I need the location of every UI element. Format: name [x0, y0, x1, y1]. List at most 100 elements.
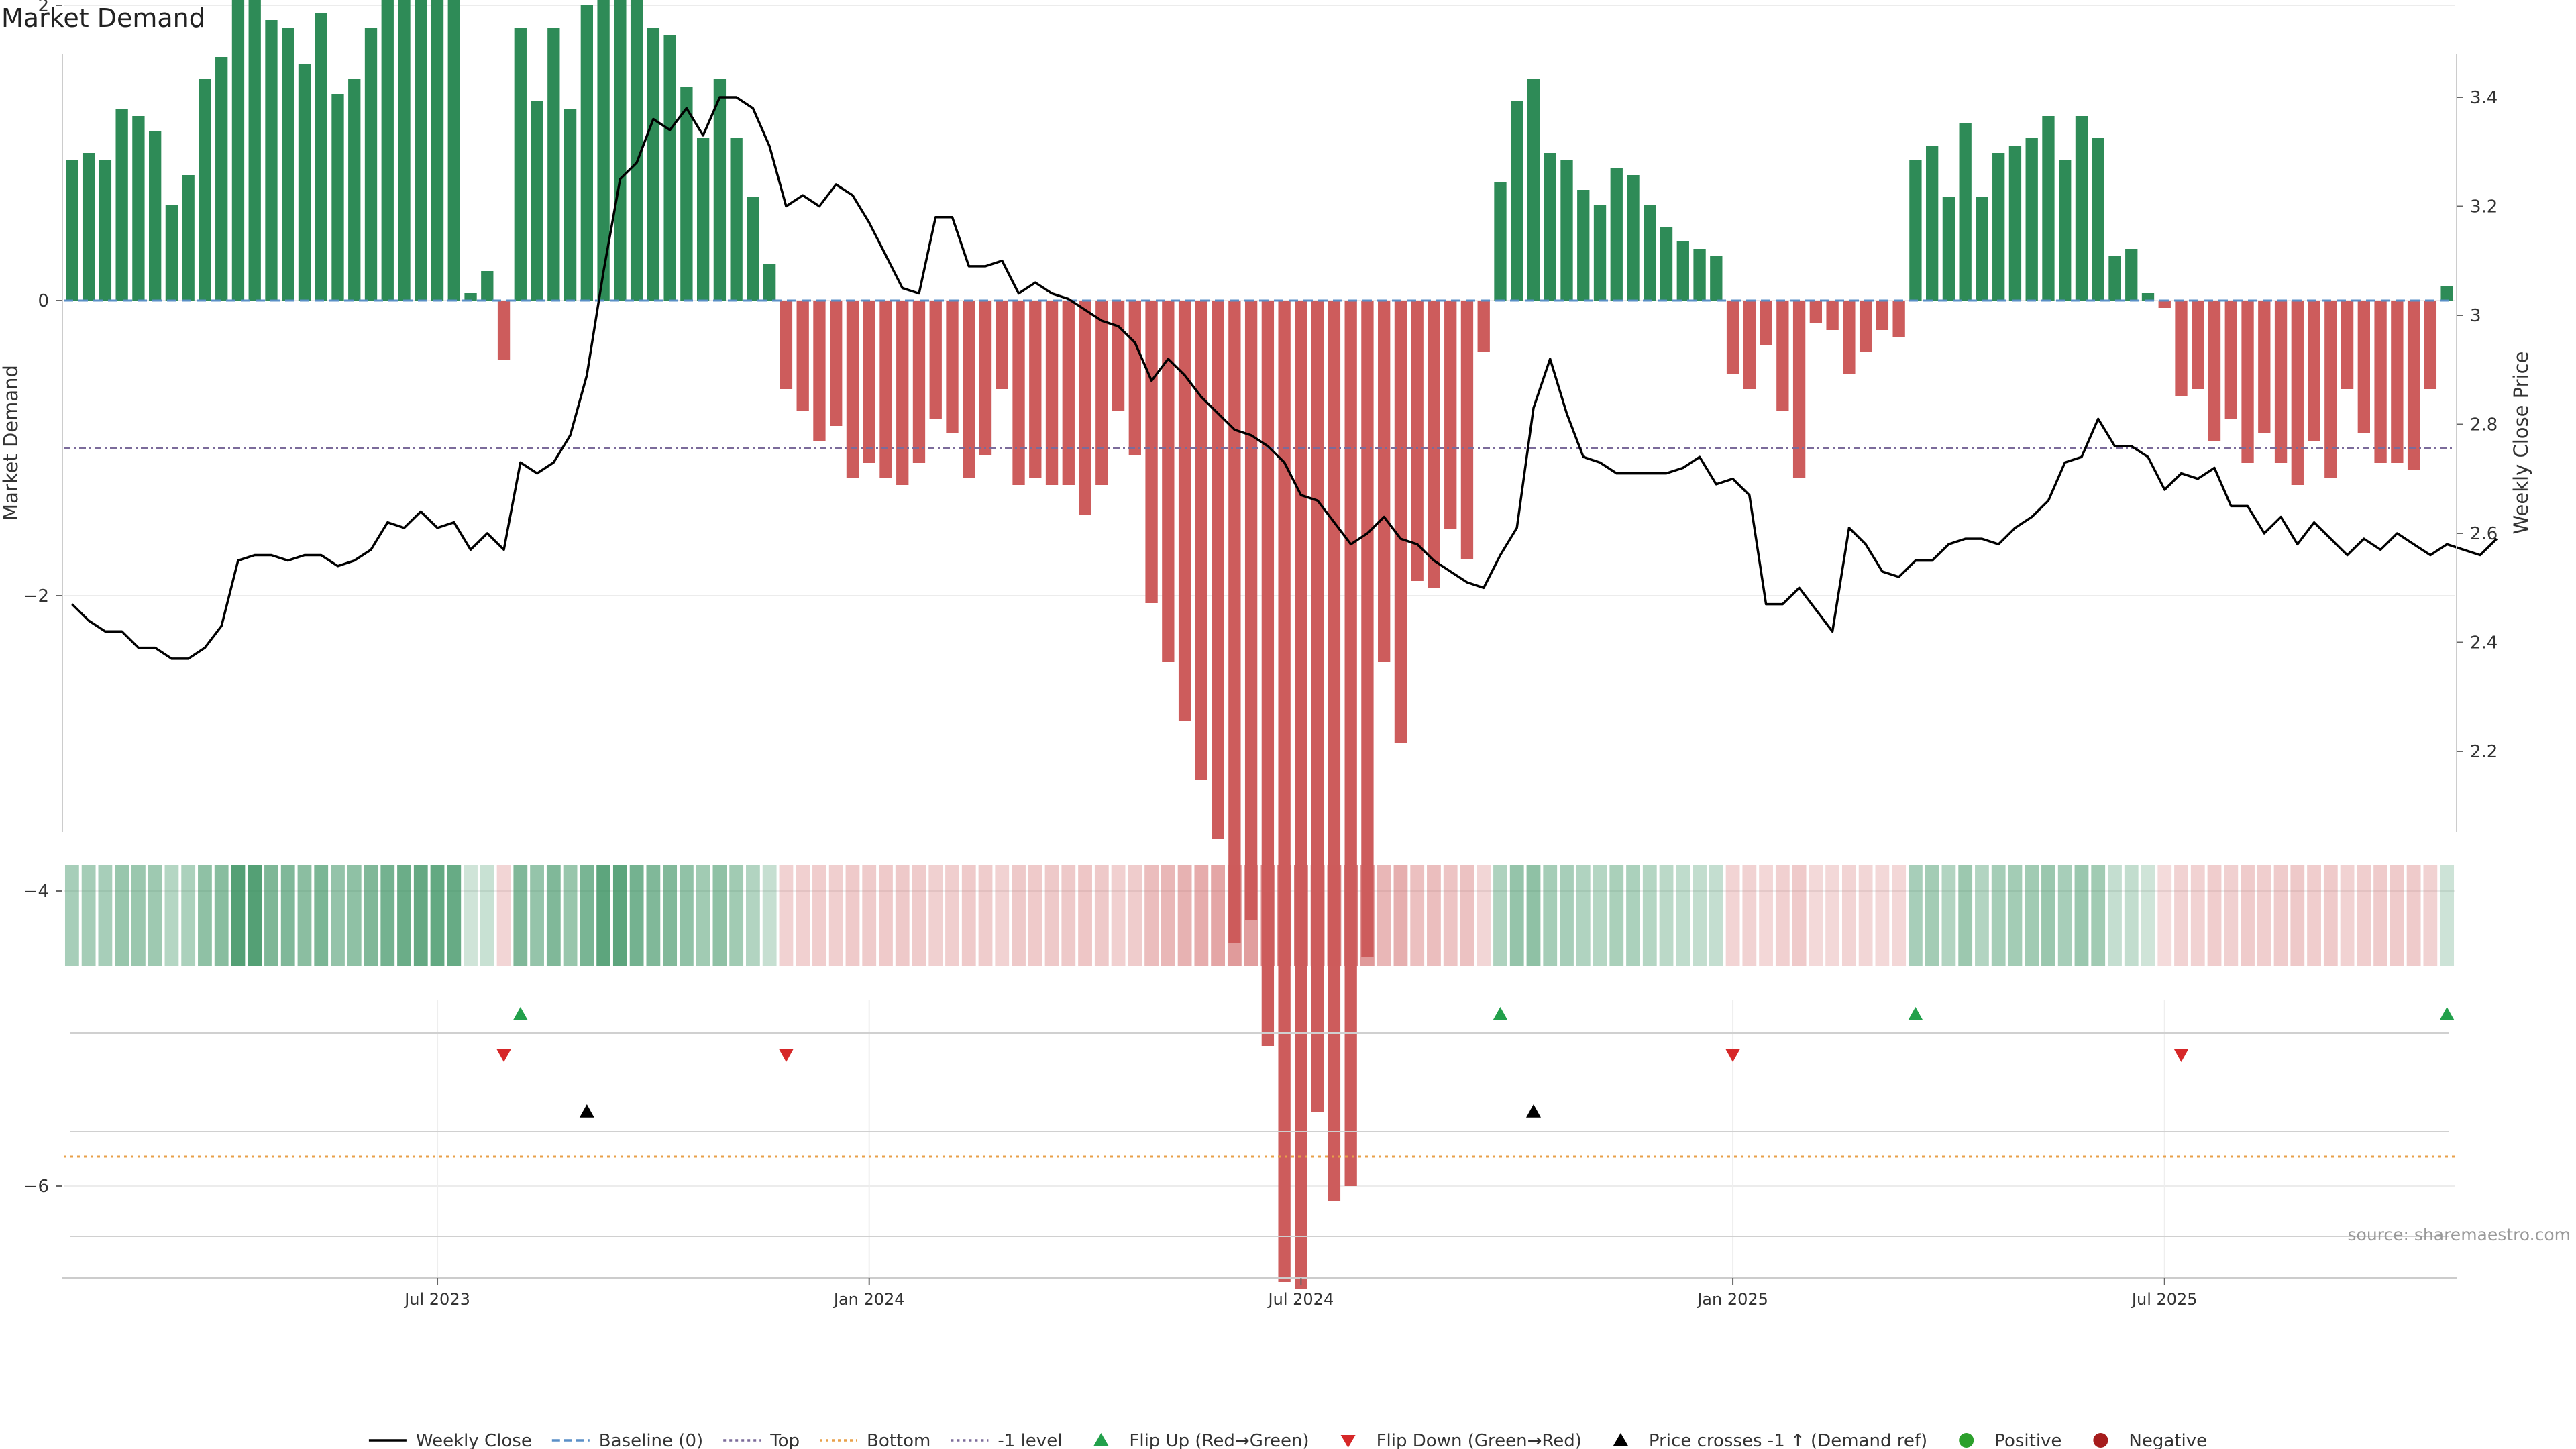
strip-cell	[2373, 865, 2387, 966]
strip-cell	[895, 865, 910, 966]
strip-cell	[496, 865, 511, 966]
demand-bar	[1394, 301, 1407, 743]
demand-bar	[381, 0, 394, 301]
demand-bar	[1627, 175, 1640, 301]
strip-cell	[2057, 865, 2072, 966]
strip-cell	[1144, 865, 1159, 966]
strip-cell	[2207, 865, 2222, 966]
demand-bar	[2141, 293, 2155, 301]
x-tick-label: Jul 2024	[1267, 1290, 1334, 1309]
legend-item: Baseline (0)	[551, 1431, 703, 1449]
demand-bar	[1826, 301, 1839, 330]
strip-cell	[430, 865, 445, 966]
strip-cell	[1293, 865, 1308, 966]
demand-bar	[1045, 301, 1059, 485]
demand-bar	[2125, 249, 2138, 301]
legend-item: Weekly Close	[368, 1431, 532, 1449]
strip-cell	[1742, 865, 1757, 966]
flip-up-marker	[513, 1007, 528, 1020]
y2-tick-label: 3.4	[2470, 88, 2498, 108]
demand-bar	[481, 271, 494, 301]
legend-dot-swatch	[2093, 1433, 2108, 1448]
demand-bar	[2008, 146, 2022, 301]
demand-bar	[1676, 241, 1689, 301]
strip-cell	[1892, 865, 1907, 966]
legend-triangle-swatch	[1340, 1435, 1356, 1448]
demand-bar	[2391, 301, 2404, 463]
strip-cell	[1377, 865, 1391, 966]
legend-label: Weekly Close	[416, 1431, 532, 1449]
y-tick-label: −2	[23, 586, 49, 606]
legend-symbol	[1613, 1433, 1628, 1446]
strip-cell	[64, 865, 79, 966]
legend-label: Bottom	[867, 1431, 930, 1449]
demand-bar	[315, 13, 327, 301]
strip-cell	[530, 865, 544, 966]
demand-bar	[1378, 301, 1391, 662]
demand-bar	[1411, 301, 1424, 581]
strip-cell	[397, 865, 411, 966]
legend-item: Top	[723, 1431, 800, 1449]
strip-cell	[1709, 865, 1723, 966]
demand-bar	[1992, 153, 2005, 301]
x-tick-label: Jul 2023	[403, 1290, 470, 1309]
strip-cell	[2025, 865, 2039, 966]
legend-item: Price crosses -1 ↑ (Demand ref)	[1613, 1431, 1927, 1449]
strip-cell	[1792, 865, 1807, 966]
strip-cell	[198, 865, 212, 966]
y2-tick-label: 2.6	[2470, 524, 2498, 544]
demand-bar	[1361, 301, 1374, 957]
strip-cell	[2190, 865, 2205, 966]
demand-bar	[830, 301, 843, 426]
x-tick-label: Jul 2025	[2131, 1290, 2198, 1309]
demand-bar	[182, 175, 195, 301]
event-markers	[70, 1007, 2455, 1237]
strip-cell	[1260, 865, 1275, 966]
strip-cell	[364, 865, 378, 966]
strip-cell	[1909, 865, 1923, 966]
strip-cell	[1642, 865, 1657, 966]
y2-tick-label: 2.2	[2470, 742, 2498, 762]
demand-bar	[2374, 301, 2387, 463]
demand-bar	[1760, 301, 1772, 345]
demand-bars	[66, 0, 2453, 1289]
strip-cell	[1493, 865, 1507, 966]
strip-cell	[1925, 865, 1939, 966]
strip-cell	[1211, 865, 1226, 966]
strip-cell	[1012, 865, 1026, 966]
demand-bar	[2407, 301, 2420, 470]
strip-cell	[1443, 865, 1458, 966]
demand-bar	[647, 28, 660, 301]
demand-bar	[730, 138, 743, 301]
reference-lines	[64, 299, 2455, 1158]
strip-cell	[1543, 865, 1558, 966]
demand-bar	[2357, 301, 2370, 433]
strip-cell	[2406, 865, 2421, 966]
demand-bar	[1809, 301, 1823, 323]
y2-tick-label: 3.2	[2470, 197, 2498, 217]
demand-bar	[2274, 301, 2288, 463]
demand-bar	[1660, 227, 1673, 301]
demand-bar	[846, 301, 859, 478]
demand-bar	[1460, 301, 1474, 559]
legend-label: Price crosses -1 ↑ (Demand ref)	[1649, 1431, 1927, 1449]
strip-cell	[1858, 865, 1873, 966]
strip-cell	[2041, 865, 2055, 966]
legend-symbol	[2093, 1433, 2108, 1448]
strip-cell	[1111, 865, 1126, 966]
strip-cell	[1094, 865, 1109, 966]
legend-symbol	[1959, 1433, 1974, 1448]
strip-cell	[1676, 865, 1690, 966]
demand-bar	[1145, 301, 1158, 603]
demand-bar	[1792, 301, 1806, 478]
demand-bar	[115, 109, 128, 301]
flip-up-marker	[1493, 1007, 1508, 1020]
strip-cell	[2257, 865, 2271, 966]
strip-cell	[663, 865, 678, 966]
y2-tick-label: 2.8	[2470, 415, 2498, 435]
strip-cell	[2390, 865, 2404, 966]
demand-bar	[597, 0, 610, 301]
demand-bar	[364, 28, 378, 301]
strip-cell	[1725, 865, 1740, 966]
demand-bar	[763, 264, 776, 301]
